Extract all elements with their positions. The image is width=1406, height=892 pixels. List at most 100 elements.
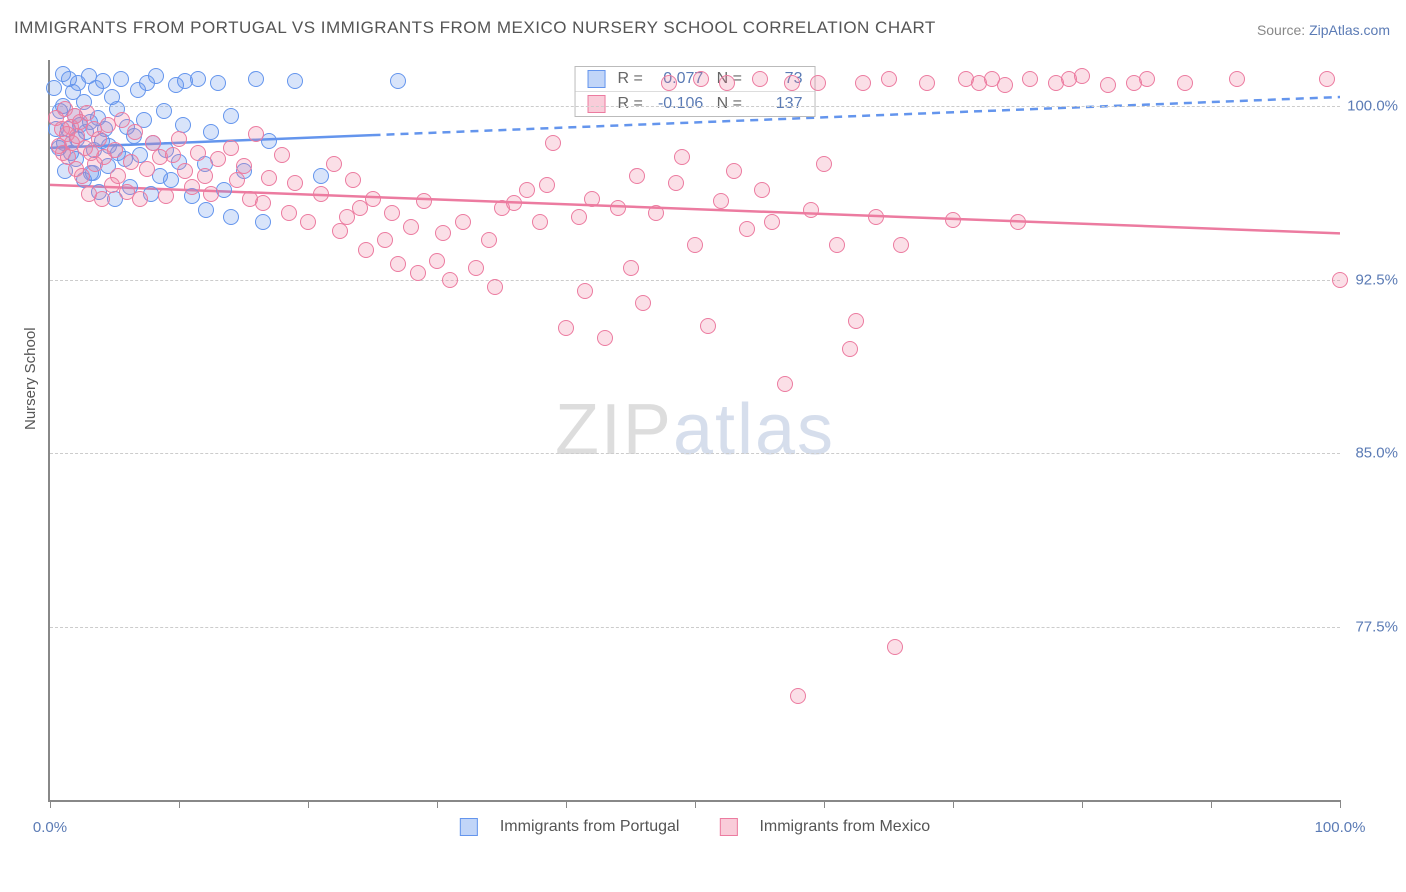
x-tick bbox=[1082, 800, 1083, 808]
data-point bbox=[829, 237, 845, 253]
data-point bbox=[416, 193, 432, 209]
y-tick-label: 100.0% bbox=[1347, 98, 1398, 115]
data-point bbox=[455, 214, 471, 230]
data-point bbox=[365, 191, 381, 207]
data-point bbox=[539, 177, 555, 193]
data-point bbox=[754, 182, 770, 198]
data-point bbox=[784, 75, 800, 91]
data-point bbox=[532, 214, 548, 230]
data-point bbox=[506, 195, 522, 211]
data-point bbox=[223, 209, 239, 225]
legend-item-mexico: Immigrants from Mexico bbox=[719, 818, 930, 836]
watermark-text-b: atlas bbox=[673, 390, 835, 470]
stat-r-label: R = bbox=[618, 95, 643, 113]
data-point bbox=[1100, 77, 1116, 93]
data-point bbox=[558, 320, 574, 336]
data-point bbox=[629, 168, 645, 184]
stat-r-value-b: -0.106 bbox=[647, 95, 703, 113]
data-point bbox=[790, 688, 806, 704]
data-point bbox=[223, 140, 239, 156]
source-link[interactable]: ZipAtlas.com bbox=[1309, 22, 1390, 38]
watermark: ZIPatlas bbox=[555, 389, 835, 471]
x-tick bbox=[308, 800, 309, 808]
data-point bbox=[287, 73, 303, 89]
data-point bbox=[345, 172, 361, 188]
data-point bbox=[79, 105, 95, 121]
scatter-plot: ZIPatlas R = 0.077 N = 73 R = -0.106 N =… bbox=[48, 60, 1340, 802]
source-prefix: Source: bbox=[1257, 22, 1309, 38]
data-point bbox=[281, 205, 297, 221]
data-point bbox=[165, 147, 181, 163]
data-point bbox=[764, 214, 780, 230]
gridline bbox=[50, 106, 1340, 107]
x-tick bbox=[437, 800, 438, 808]
stat-r-label: R = bbox=[618, 70, 643, 88]
x-tick-label: 0.0% bbox=[33, 819, 67, 836]
data-point bbox=[210, 151, 226, 167]
data-point bbox=[358, 242, 374, 258]
data-point bbox=[674, 149, 690, 165]
gridline bbox=[50, 280, 1340, 281]
y-axis-label: Nursery School bbox=[22, 327, 39, 430]
y-tick-label: 92.5% bbox=[1355, 271, 1398, 288]
data-point bbox=[313, 186, 329, 202]
data-point bbox=[868, 209, 884, 225]
data-point bbox=[114, 112, 130, 128]
data-point bbox=[881, 71, 897, 87]
data-point bbox=[661, 75, 677, 91]
data-point bbox=[777, 376, 793, 392]
data-point bbox=[739, 221, 755, 237]
data-point bbox=[635, 295, 651, 311]
data-point bbox=[487, 279, 503, 295]
data-point bbox=[687, 237, 703, 253]
data-point bbox=[610, 200, 626, 216]
chart-title: IMMIGRANTS FROM PORTUGAL VS IMMIGRANTS F… bbox=[14, 18, 936, 38]
data-point bbox=[95, 73, 111, 89]
y-tick-label: 77.5% bbox=[1355, 618, 1398, 635]
data-point bbox=[46, 80, 62, 96]
x-tick bbox=[824, 800, 825, 808]
data-point bbox=[384, 205, 400, 221]
data-point bbox=[203, 186, 219, 202]
data-point bbox=[190, 71, 206, 87]
data-point bbox=[203, 124, 219, 140]
data-point bbox=[91, 131, 107, 147]
legend-item-portugal: Immigrants from Portugal bbox=[460, 818, 680, 836]
y-tick-label: 85.0% bbox=[1355, 445, 1398, 462]
data-point bbox=[893, 237, 909, 253]
data-point bbox=[713, 193, 729, 209]
x-tick bbox=[695, 800, 696, 808]
data-point bbox=[1139, 71, 1155, 87]
data-point bbox=[127, 124, 143, 140]
data-point bbox=[719, 75, 735, 91]
data-point bbox=[577, 283, 593, 299]
data-point bbox=[403, 219, 419, 235]
data-point bbox=[842, 341, 858, 357]
data-point bbox=[274, 147, 290, 163]
data-point bbox=[752, 71, 768, 87]
x-tick bbox=[953, 800, 954, 808]
data-point bbox=[803, 202, 819, 218]
data-point bbox=[435, 225, 451, 241]
data-point bbox=[668, 175, 684, 191]
data-point bbox=[442, 272, 458, 288]
data-point bbox=[236, 158, 252, 174]
data-point bbox=[148, 68, 164, 84]
data-point bbox=[229, 172, 245, 188]
data-point bbox=[1010, 214, 1026, 230]
data-point bbox=[261, 170, 277, 186]
x-tick bbox=[179, 800, 180, 808]
data-point bbox=[107, 142, 123, 158]
data-point bbox=[919, 75, 935, 91]
data-point bbox=[1319, 71, 1335, 87]
data-point bbox=[197, 168, 213, 184]
x-tick bbox=[1211, 800, 1212, 808]
data-point bbox=[223, 108, 239, 124]
stats-row-mexico: R = -0.106 N = 137 bbox=[576, 91, 815, 116]
data-point bbox=[156, 103, 172, 119]
gridline bbox=[50, 627, 1340, 628]
data-point bbox=[1332, 272, 1348, 288]
x-tick bbox=[1340, 800, 1341, 808]
data-point bbox=[123, 154, 139, 170]
swatch-icon bbox=[719, 818, 737, 836]
